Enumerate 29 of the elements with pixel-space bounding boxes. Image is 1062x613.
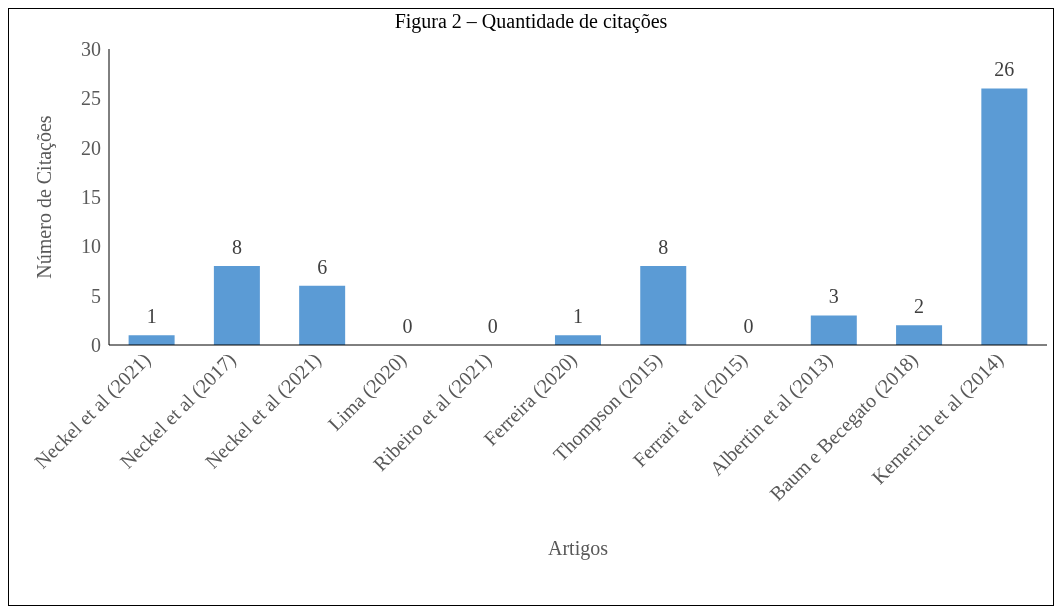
bar xyxy=(810,315,857,345)
data-label: 1 xyxy=(146,305,157,328)
bar xyxy=(896,325,943,345)
data-label: 26 xyxy=(994,58,1015,81)
data-label: 0 xyxy=(743,315,754,337)
data-label: 2 xyxy=(914,295,925,318)
data-label: 6 xyxy=(317,255,328,278)
bar xyxy=(554,335,601,345)
bar xyxy=(213,266,260,345)
bar xyxy=(128,335,175,345)
data-label: 0 xyxy=(487,315,498,337)
chart-title: Figura 2 – Quantidade de citações xyxy=(393,9,669,33)
y-tick-label: 15 xyxy=(81,186,101,209)
x-axis-title: Artigos xyxy=(548,537,609,560)
bar xyxy=(981,88,1028,345)
data-label: 1 xyxy=(573,305,583,328)
data-label: 8 xyxy=(231,236,242,259)
y-tick-label: 5 xyxy=(91,284,101,307)
y-tick-label: 10 xyxy=(81,235,101,258)
bar xyxy=(299,285,346,345)
bar xyxy=(640,266,687,345)
data-label: 3 xyxy=(828,285,839,308)
y-tick-label: 0 xyxy=(91,334,101,357)
y-tick-label: 30 xyxy=(81,38,101,61)
y-tick-label: 20 xyxy=(81,136,101,159)
y-axis-title: Número de Citações xyxy=(33,115,57,279)
data-label: 0 xyxy=(402,315,413,337)
data-label: 8 xyxy=(658,236,669,259)
y-tick-label: 25 xyxy=(81,87,101,110)
